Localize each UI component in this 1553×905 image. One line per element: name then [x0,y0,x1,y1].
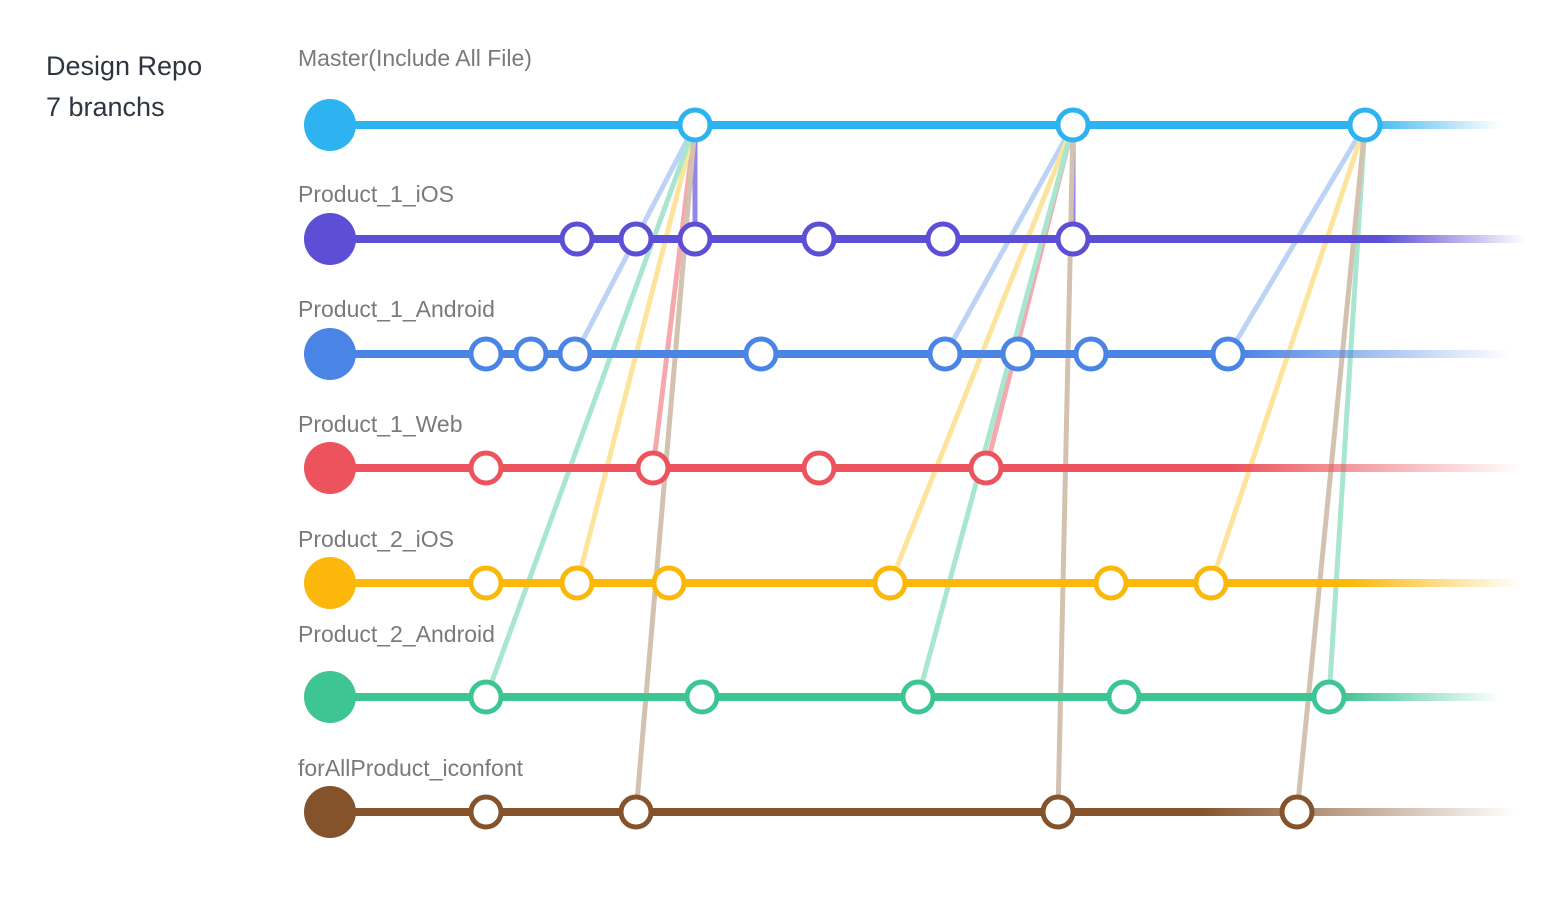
repo-title-block: Design Repo 7 branchs [46,46,202,128]
branch-start-dot-iconfont [304,786,356,838]
commit-node-p1android-3[interactable] [557,336,593,372]
branch-start-dot-p1web [304,442,356,494]
branch-start-dot-p1ios [304,213,356,265]
commit-node-p2android-4[interactable] [1106,679,1142,715]
repo-title: Design Repo [46,51,203,81]
commit-node-iconfont-4[interactable] [1279,794,1315,830]
commit-node-iconfont-2[interactable] [618,794,654,830]
branch-start-dot-p1android [304,328,356,380]
commit-node-master-1[interactable] [677,107,713,143]
commit-node-p2android-5[interactable] [1311,679,1347,715]
commit-node-p1web-3[interactable] [801,450,837,486]
branch-start-dot-p2ios [304,557,356,609]
commit-node-p2ios-3[interactable] [651,565,687,601]
commit-node-p1ios-1[interactable] [559,221,595,257]
branch-label-p2android: Product_2_Android [298,621,495,647]
branch-start-dot-master [304,99,356,151]
commit-node-p2ios-5[interactable] [1093,565,1129,601]
branch-label-p2ios: Product_2_iOS [298,526,454,552]
commit-node-p1android-4[interactable] [743,336,779,372]
commit-node-master-2[interactable] [1055,107,1091,143]
commit-node-p1web-4[interactable] [968,450,1004,486]
branch-label-iconfont: forAllProduct_iconfont [298,755,524,781]
repo-branch-count: 7 branchs [46,92,165,122]
commit-node-p2android-2[interactable] [684,679,720,715]
commit-node-p2ios-2[interactable] [559,565,595,601]
commit-node-p1android-8[interactable] [1210,336,1246,372]
commit-node-p1android-1[interactable] [468,336,504,372]
branch-labels: Master(Include All File) Product_1_iOS Pro… [298,45,532,781]
commit-node-p2ios-6[interactable] [1193,565,1229,601]
commit-node-p1web-1[interactable] [468,450,504,486]
commit-node-master-3[interactable] [1347,107,1383,143]
commit-node-iconfont-1[interactable] [468,794,504,830]
commit-node-p1web-2[interactable] [635,450,671,486]
commit-node-p1android-5[interactable] [927,336,963,372]
commit-node-p1ios-5[interactable] [925,221,961,257]
merge-link-p2android [1326,122,1368,701]
merge-link-p2android [483,122,698,701]
commit-node-p2android-3[interactable] [900,679,936,715]
commit-node-p2android-1[interactable] [468,679,504,715]
branch-label-p1android: Product_1_Android [298,296,495,322]
commit-node-p2ios-1[interactable] [468,565,504,601]
commit-node-p1android-2[interactable] [513,336,549,372]
commit-node-p1ios-6[interactable] [1055,221,1091,257]
commit-node-p1ios-4[interactable] [801,221,837,257]
commit-node-p1android-7[interactable] [1073,336,1109,372]
merge-link-p2android [915,122,1076,701]
commit-node-p1ios-3[interactable] [677,221,713,257]
branch-label-p1ios: Product_1_iOS [298,181,454,207]
commit-node-p1android-6[interactable] [1000,336,1036,372]
branch-label-master: Master(Include All File) [298,45,532,71]
commit-nodes [304,99,1383,838]
commit-node-p1ios-2[interactable] [618,221,654,257]
commit-node-p2ios-4[interactable] [872,565,908,601]
commit-node-iconfont-3[interactable] [1040,794,1076,830]
branch-label-p1web: Product_1_Web [298,411,463,437]
branch-start-dot-p2android [304,671,356,723]
